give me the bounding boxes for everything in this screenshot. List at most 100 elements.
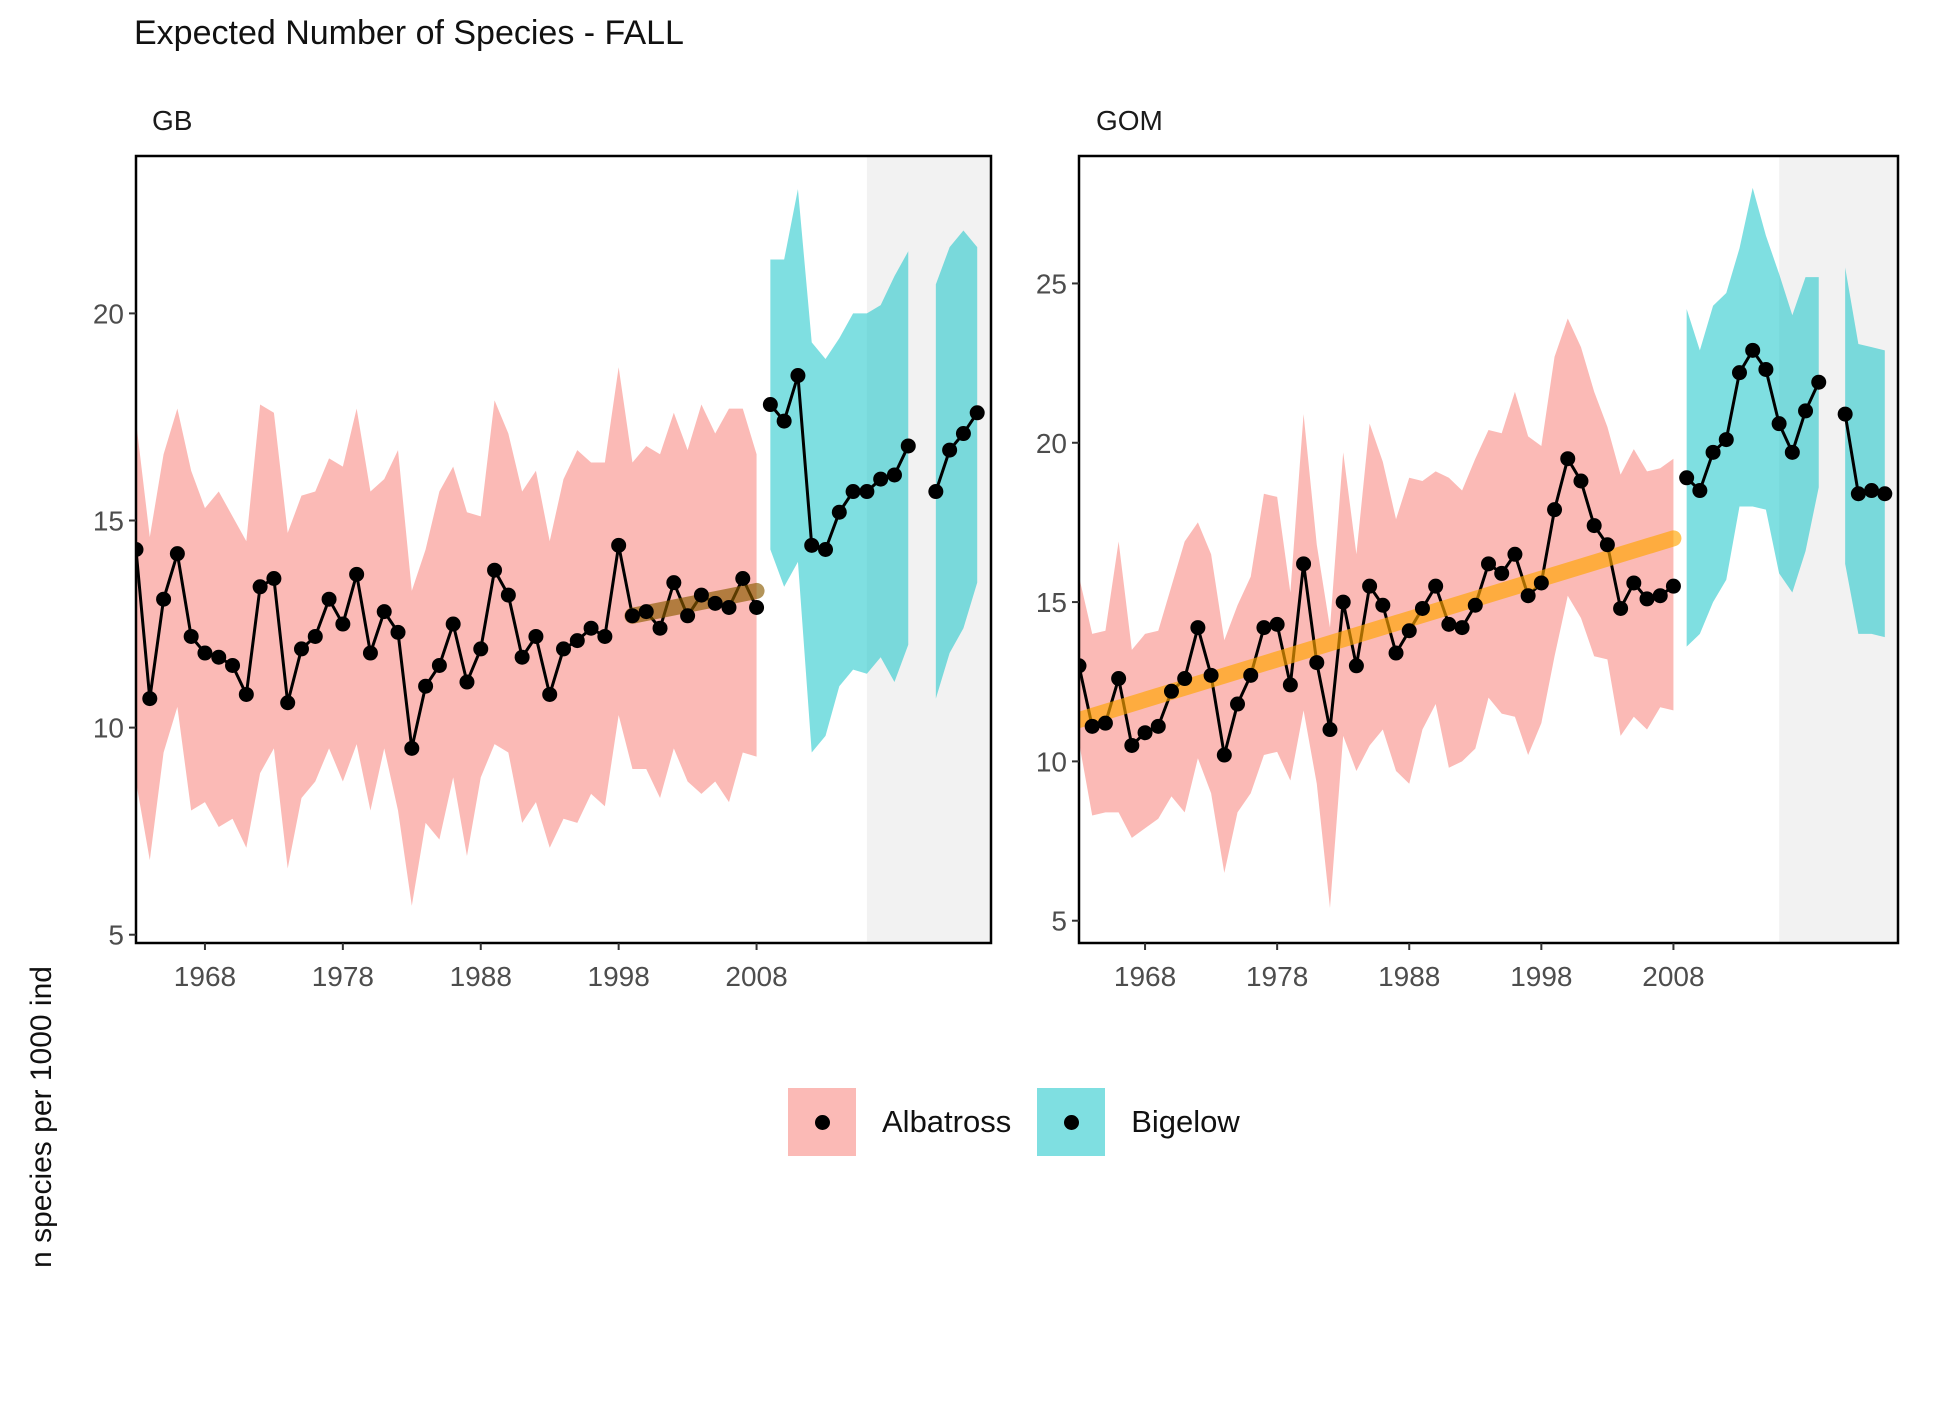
point-albatross	[1454, 620, 1470, 636]
point-bigelow	[1837, 406, 1853, 422]
point-albatross	[1441, 616, 1457, 632]
point-albatross	[556, 641, 571, 657]
x-tick-label: 1978	[1246, 961, 1308, 992]
point-albatross	[1335, 594, 1351, 610]
y-tick-label: 20	[1036, 428, 1067, 459]
point-albatross	[638, 604, 654, 620]
point-bigelow	[1745, 342, 1761, 358]
point-bigelow	[942, 442, 958, 458]
point-albatross	[431, 657, 447, 673]
point-albatross	[611, 537, 627, 553]
point-bigelow	[1771, 416, 1787, 432]
point-albatross	[528, 628, 544, 644]
point-albatross	[1494, 565, 1510, 581]
point-bigelow	[1877, 486, 1893, 502]
point-albatross	[721, 599, 737, 615]
point-albatross	[349, 566, 365, 582]
point-albatross	[1467, 597, 1483, 613]
point-albatross	[1652, 588, 1668, 604]
panel-gom-plot-area	[1079, 156, 1898, 943]
point-bigelow	[873, 471, 889, 487]
point-albatross	[1520, 588, 1536, 604]
y-tick-label: 15	[1036, 587, 1067, 618]
point-albatross	[693, 587, 709, 603]
panel-gom: 5 10 15 20 25 1968 1978 1988 1998 2008 GOM	[1036, 105, 1900, 992]
panel-gb-plot-area	[136, 156, 991, 943]
point-albatross	[1375, 597, 1391, 613]
point-albatross	[680, 608, 696, 624]
ribbon-bigelow-2	[1845, 267, 1885, 638]
y-tick-label: 5	[108, 920, 124, 951]
point-albatross	[238, 686, 254, 702]
point-albatross	[1256, 620, 1272, 636]
point-bigelow	[859, 484, 875, 500]
point-albatross	[418, 678, 434, 694]
point-albatross	[1547, 502, 1563, 518]
point-bigelow	[1850, 486, 1866, 502]
point-albatross	[1079, 658, 1087, 674]
point-albatross	[1401, 623, 1417, 639]
x-tick-label: 1988	[450, 961, 512, 992]
point-bigelow	[790, 368, 806, 384]
y-tick-label: 10	[1036, 746, 1067, 777]
point-bigelow	[804, 537, 820, 553]
point-bigelow	[1758, 361, 1774, 377]
panel-gb: 5 10 15 20 1968 1978 1988 1998 2008 GB	[93, 105, 993, 992]
point-bigelow	[818, 542, 834, 557]
point-albatross	[1163, 683, 1179, 699]
legend-label-albatross: Albatross	[882, 1104, 1012, 1139]
ribbon-albatross	[1079, 318, 1674, 908]
x-tick-label: 2008	[1642, 961, 1704, 992]
point-bigelow	[886, 467, 902, 483]
point-albatross	[136, 542, 144, 557]
point-albatross	[1586, 518, 1602, 534]
x-tick-label: 2008	[725, 961, 787, 992]
point-albatross	[169, 546, 185, 562]
point-albatross	[1124, 737, 1140, 753]
point-albatross	[1216, 747, 1232, 763]
x-tick-label: 1998	[1510, 961, 1572, 992]
point-albatross	[569, 633, 585, 649]
point-albatross	[1269, 616, 1285, 632]
point-albatross	[335, 616, 351, 632]
legend-label-bigelow: Bigelow	[1131, 1104, 1240, 1139]
point-albatross	[183, 628, 199, 644]
point-bigelow	[845, 484, 861, 500]
point-albatross	[1296, 556, 1312, 572]
line-bigelow-2	[934, 411, 979, 492]
point-albatross	[390, 624, 406, 640]
point-albatross	[583, 620, 599, 636]
x-tick-label: 1988	[1378, 961, 1440, 992]
point-bigelow	[928, 484, 944, 500]
ribbon-bigelow-1	[770, 189, 909, 753]
point-bigelow	[1731, 365, 1747, 381]
point-albatross	[252, 579, 268, 595]
x-tick-label: 1968	[174, 961, 236, 992]
point-albatross	[1665, 578, 1681, 594]
point-albatross	[542, 686, 558, 702]
ribbon-bigelow-1	[1686, 187, 1819, 647]
legend-key-bigelow	[1037, 1088, 1106, 1156]
point-albatross	[1348, 658, 1364, 674]
x-tick-label: 1968	[1114, 961, 1176, 992]
point-albatross	[280, 695, 296, 711]
point-albatross	[1177, 671, 1193, 687]
y-tick-label: 15	[93, 506, 124, 537]
point-albatross	[156, 591, 172, 607]
point-albatross	[749, 599, 765, 615]
point-albatross	[1190, 620, 1206, 636]
legend-item-albatross: Albatross	[788, 1088, 1011, 1156]
point-albatross	[1322, 722, 1338, 738]
point-albatross	[266, 570, 282, 586]
point-albatross	[1481, 556, 1496, 572]
point-albatross	[142, 691, 158, 707]
ribbon-bigelow-2	[935, 230, 978, 699]
point-bigelow	[1718, 432, 1734, 448]
point-albatross	[1613, 600, 1629, 616]
point-bigelow	[1784, 444, 1800, 460]
point-albatross	[307, 628, 323, 644]
point-bigelow	[900, 438, 916, 454]
point-bigelow	[776, 413, 792, 429]
point-albatross	[666, 575, 682, 591]
point-albatross	[500, 587, 516, 603]
